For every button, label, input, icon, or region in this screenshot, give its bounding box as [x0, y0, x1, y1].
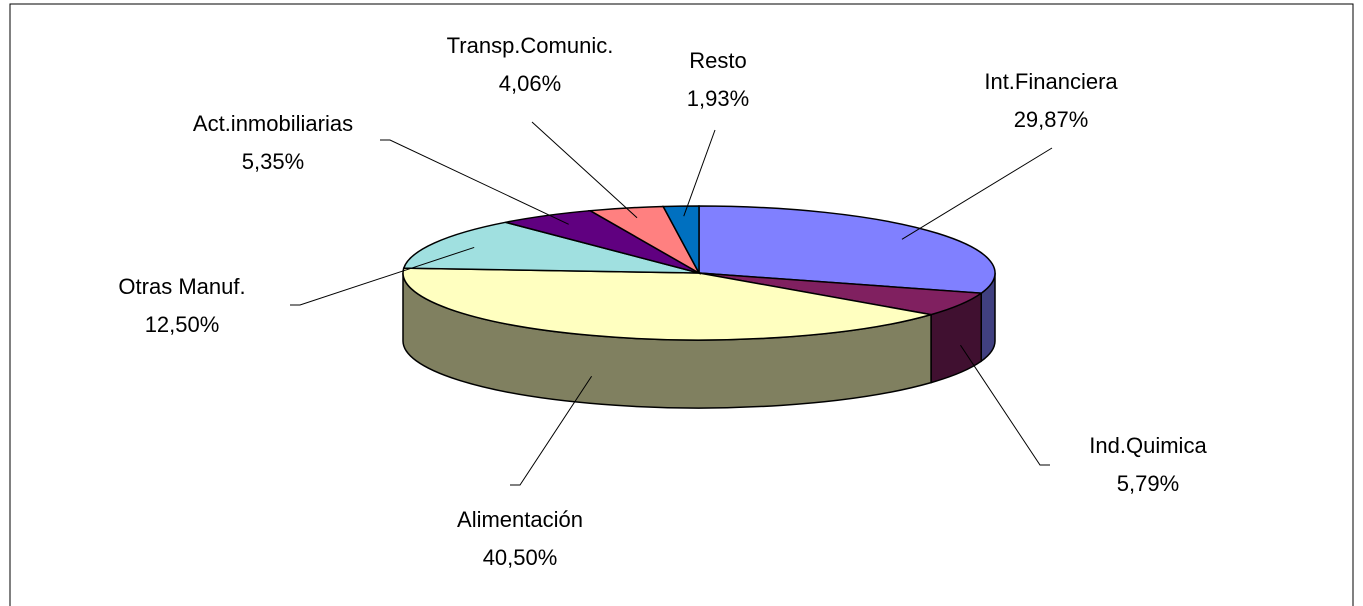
leader-line — [290, 246, 475, 306]
slice-value-label: 1,93% — [687, 86, 749, 111]
slice-value-label: 5,79% — [1117, 471, 1179, 496]
slice-label: Act.inmobiliarias — [193, 111, 353, 136]
leader-line — [531, 121, 638, 219]
leader-line — [901, 147, 1053, 240]
slice-value-label: 12,50% — [145, 312, 220, 337]
slice-label: Otras Manuf. — [118, 274, 245, 299]
slice-value-label: 4,06% — [499, 71, 561, 96]
slice-label: Int.Financiera — [984, 69, 1118, 94]
slice-value-label: 5,35% — [242, 149, 304, 174]
slice-label: Transp.Comunic. — [447, 33, 614, 58]
slice-value-label: 40,50% — [483, 545, 558, 570]
slice — [402, 221, 700, 274]
slice-label: Ind.Quimica — [1089, 433, 1207, 458]
slice-label: Alimentación — [457, 507, 583, 532]
slice — [661, 205, 700, 274]
slice — [698, 205, 996, 294]
leader-line — [960, 344, 1050, 466]
slice — [402, 267, 932, 341]
slice-value-label: 29,87% — [1014, 107, 1089, 132]
leader-line — [683, 129, 716, 217]
leader-line — [510, 375, 593, 486]
leader-line — [380, 139, 569, 225]
slice-label: Resto — [689, 48, 746, 73]
